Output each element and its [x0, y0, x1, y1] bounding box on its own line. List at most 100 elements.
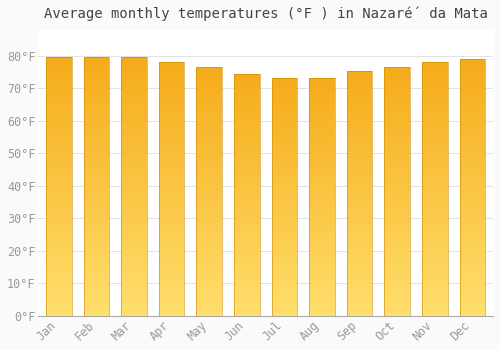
Bar: [384, 172, 410, 174]
Bar: [347, 289, 372, 292]
Bar: [234, 251, 260, 253]
Bar: [309, 197, 335, 199]
Bar: [272, 214, 297, 216]
Bar: [46, 140, 72, 142]
Bar: [384, 89, 410, 92]
Bar: [196, 274, 222, 276]
Bar: [234, 110, 260, 113]
Bar: [196, 244, 222, 246]
Bar: [84, 303, 110, 306]
Bar: [460, 241, 485, 244]
Bar: [347, 257, 372, 260]
Bar: [347, 218, 372, 220]
Bar: [196, 276, 222, 279]
Bar: [159, 252, 184, 255]
Bar: [460, 59, 485, 61]
Bar: [384, 179, 410, 182]
Bar: [460, 218, 485, 221]
Bar: [422, 156, 448, 159]
Bar: [46, 65, 72, 68]
Bar: [272, 280, 297, 282]
Bar: [234, 217, 260, 219]
Bar: [422, 189, 448, 191]
Bar: [46, 220, 72, 223]
Bar: [159, 88, 184, 90]
Bar: [384, 154, 410, 156]
Bar: [460, 249, 485, 252]
Bar: [422, 219, 448, 222]
Bar: [234, 195, 260, 197]
Bar: [84, 228, 110, 231]
Bar: [159, 247, 184, 250]
Bar: [460, 152, 485, 154]
Bar: [46, 57, 72, 60]
Bar: [272, 197, 297, 199]
Bar: [84, 231, 110, 233]
Bar: [309, 228, 335, 230]
Bar: [159, 85, 184, 88]
Bar: [122, 311, 147, 313]
Bar: [347, 125, 372, 127]
Bar: [272, 228, 297, 230]
Bar: [309, 180, 335, 183]
Bar: [272, 257, 297, 259]
Bar: [422, 184, 448, 187]
Bar: [46, 277, 72, 280]
Bar: [234, 190, 260, 192]
Bar: [196, 69, 222, 72]
Bar: [460, 172, 485, 175]
Bar: [196, 269, 222, 271]
Bar: [384, 202, 410, 204]
Bar: [347, 169, 372, 171]
Bar: [422, 166, 448, 169]
Bar: [422, 235, 448, 237]
Bar: [422, 199, 448, 202]
Bar: [460, 169, 485, 172]
Bar: [309, 304, 335, 307]
Bar: [159, 103, 184, 105]
Bar: [347, 118, 372, 120]
Bar: [347, 172, 372, 174]
Bar: [422, 209, 448, 212]
Bar: [347, 142, 372, 145]
Bar: [460, 285, 485, 288]
Bar: [159, 144, 184, 146]
Bar: [347, 299, 372, 301]
Bar: [347, 108, 372, 110]
Bar: [84, 184, 110, 187]
Bar: [422, 296, 448, 298]
Bar: [422, 133, 448, 136]
Bar: [196, 67, 222, 316]
Bar: [460, 205, 485, 208]
Bar: [84, 189, 110, 192]
Bar: [159, 90, 184, 92]
Bar: [272, 268, 297, 271]
Bar: [196, 196, 222, 199]
Bar: [122, 80, 147, 83]
Bar: [122, 194, 147, 197]
Bar: [234, 270, 260, 272]
Bar: [122, 207, 147, 210]
Bar: [460, 126, 485, 128]
Bar: [460, 123, 485, 126]
Bar: [159, 215, 184, 217]
Bar: [347, 147, 372, 149]
Bar: [384, 281, 410, 284]
Bar: [460, 211, 485, 213]
Bar: [46, 199, 72, 202]
Bar: [159, 290, 184, 293]
Bar: [122, 238, 147, 241]
Bar: [46, 112, 72, 114]
Bar: [422, 164, 448, 166]
Bar: [460, 193, 485, 195]
Bar: [159, 235, 184, 237]
Bar: [84, 168, 110, 171]
Bar: [196, 79, 222, 82]
Bar: [272, 185, 297, 187]
Bar: [272, 118, 297, 121]
Bar: [422, 144, 448, 146]
Bar: [84, 270, 110, 272]
Bar: [309, 166, 335, 168]
Bar: [159, 219, 184, 222]
Bar: [384, 129, 410, 132]
